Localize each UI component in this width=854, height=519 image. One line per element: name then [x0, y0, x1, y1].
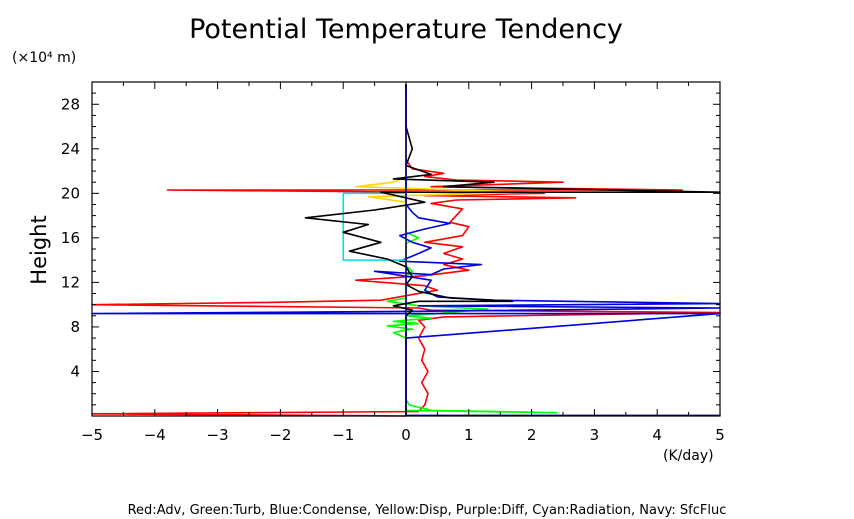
x-tick-label: 3 [590, 426, 600, 444]
x-tick-label: −4 [144, 426, 166, 444]
series-layer [91, 84, 721, 417]
series-line-total [304, 84, 721, 416]
x-tick-label: 0 [401, 426, 411, 444]
y-axis-label: Height [27, 215, 51, 284]
chart-title: Potential Temperature Tendency [189, 14, 623, 45]
series-line-condense [91, 84, 721, 416]
x-tick-label: −1 [332, 426, 354, 444]
series-line-radiation [342, 192, 406, 261]
plot-frame [91, 81, 721, 417]
x-tick-label: 5 [715, 426, 725, 444]
series-line-turb [386, 84, 558, 414]
y-tick-label: 24 [61, 140, 80, 158]
x-tick-label: 1 [464, 426, 474, 444]
y-tick-label: 16 [61, 229, 80, 247]
x-tick-label: 2 [527, 426, 537, 444]
x-tick-label: 4 [652, 426, 662, 444]
y-tick-label: 20 [61, 184, 80, 202]
x-tick-label: −2 [269, 426, 291, 444]
y-tick-label: 12 [61, 273, 80, 291]
y-unit-label: (×10⁴ m) [12, 50, 76, 66]
x-unit-label: (K/day) [663, 448, 714, 464]
legend-caption: Red:Adv, Green:Turb, Blue:Condense, Yell… [128, 503, 727, 518]
y-tick-label: 4 [70, 362, 80, 380]
y-tick-label: 28 [61, 95, 80, 113]
y-tick-label: 8 [70, 318, 80, 336]
x-tick-label: −3 [207, 426, 229, 444]
series-line-disp [354, 84, 533, 416]
x-tick-label: −5 [81, 426, 103, 444]
